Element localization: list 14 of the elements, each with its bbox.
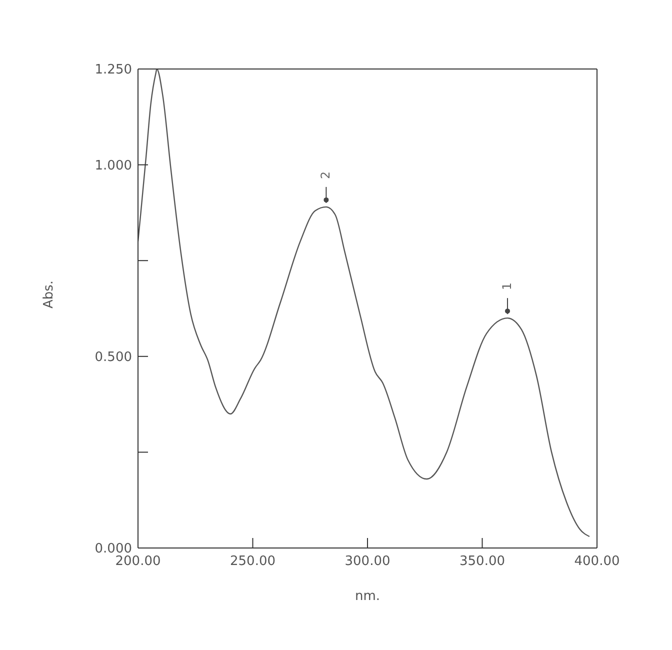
x-tick-label: 250.00 (230, 554, 276, 570)
y-axis-title: Abs. (42, 280, 57, 308)
annotation: 2 (318, 171, 332, 179)
x-tick-label: 300.00 (344, 554, 390, 570)
x-tick-label: 200.00 (115, 554, 161, 570)
x-tick-label: 400.00 (574, 554, 620, 570)
x-tick-label: 350.00 (460, 554, 505, 570)
y-tick-label: 1.250 (94, 62, 132, 78)
y-tick-label: 1.000 (94, 158, 132, 174)
x-axis-title: nm. (354, 589, 380, 604)
y-tick-label: 0.500 (94, 350, 132, 366)
annotation: 1 (500, 282, 514, 290)
line-series (138, 69, 590, 538)
y-tick-label: 0.000 (94, 542, 132, 557)
